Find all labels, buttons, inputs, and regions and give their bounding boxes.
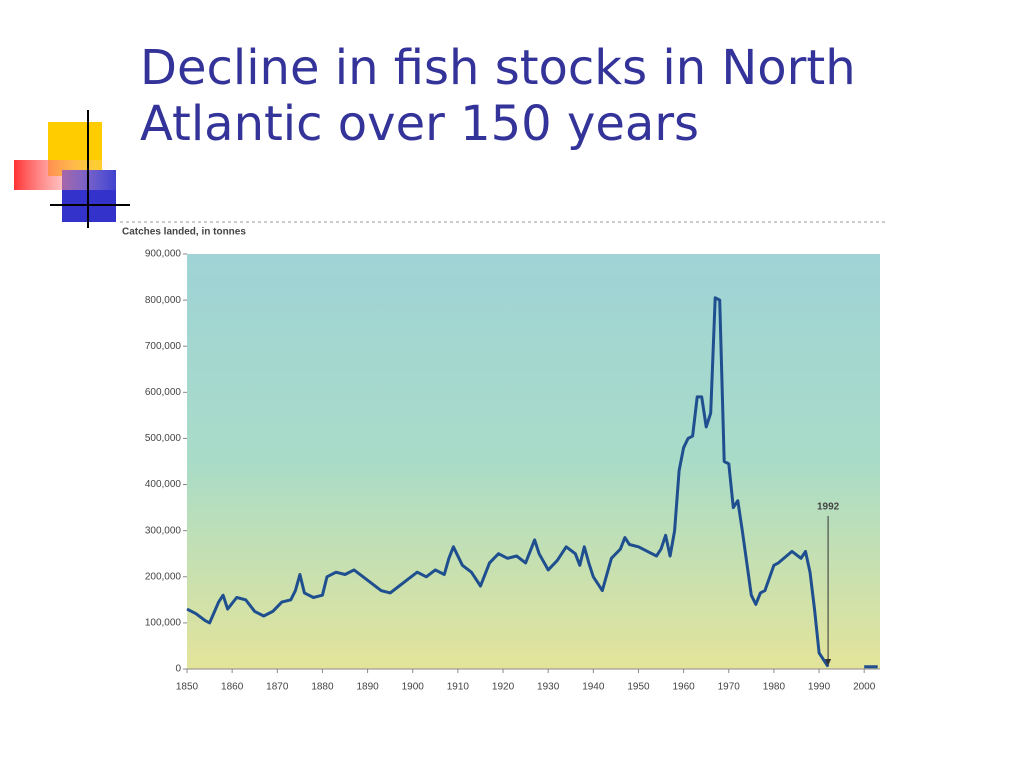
y-tick-label: 800,000	[145, 295, 182, 306]
x-tick-label: 1980	[763, 682, 786, 693]
decor-bar	[14, 160, 124, 190]
plot-background	[187, 254, 880, 669]
x-tick-label: 1860	[221, 682, 244, 693]
y-tick-label: 400,000	[145, 479, 182, 490]
x-tick-label: 1950	[627, 682, 650, 693]
y-tick-label: 900,000	[145, 249, 182, 260]
x-tick-label: 1880	[311, 682, 334, 693]
x-tick-label: 1850	[176, 682, 199, 693]
x-tick-label: 1910	[447, 682, 470, 693]
y-tick-label: 500,000	[145, 433, 182, 444]
annotation-arrowhead	[825, 659, 832, 666]
data-line	[186, 296, 878, 669]
y-axis-label: Catches landed, in tonnes	[122, 227, 246, 238]
y-tick-label: 0	[175, 664, 181, 675]
x-tick-label: 1900	[402, 682, 425, 693]
slide-title: Decline in fish stocks in North Atlantic…	[140, 40, 856, 152]
y-tick-label: 300,000	[145, 525, 182, 536]
y-tick-label: 200,000	[145, 571, 182, 582]
annotation: 1992	[817, 502, 840, 513]
x-tick-label: 1960	[672, 682, 695, 693]
x-tick-label: 1920	[492, 682, 515, 693]
x-tick-label: 1990	[808, 682, 831, 693]
x-tick-label: 1970	[718, 682, 741, 693]
x-tick-label: 1890	[356, 682, 379, 693]
x-tick-label: 1870	[266, 682, 289, 693]
y-tick-label: 100,000	[145, 618, 182, 629]
x-tick-label: 2000	[853, 682, 876, 693]
y-tick-label: 700,000	[145, 341, 182, 352]
y-tick-label: 600,000	[145, 387, 182, 398]
x-tick-label: 1930	[537, 682, 560, 693]
x-tick-label: 1940	[582, 682, 605, 693]
